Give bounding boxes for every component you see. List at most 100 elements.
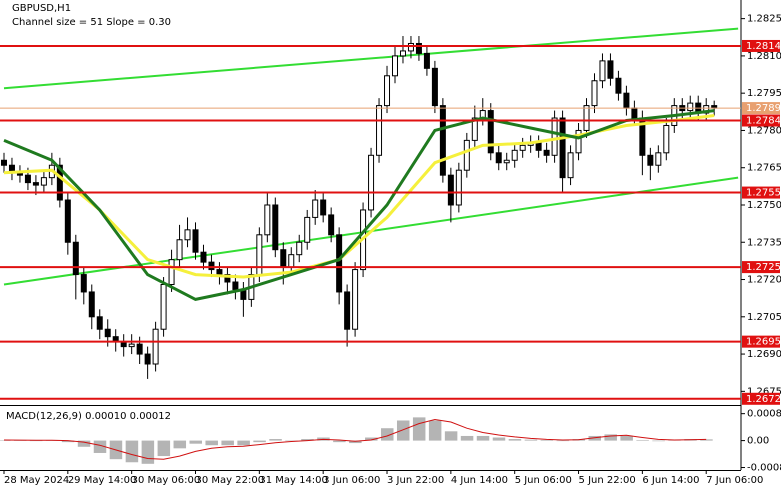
candle-body <box>543 149 550 156</box>
candle-body <box>144 353 151 365</box>
candle-body <box>40 177 47 186</box>
moving-average <box>3 109 715 301</box>
candle-body <box>192 229 199 253</box>
y-tick-label: 1.2735 <box>747 237 781 248</box>
candle-body <box>431 67 438 107</box>
candle-body <box>575 129 582 154</box>
candle-body <box>599 60 606 82</box>
macd-bar <box>237 440 250 446</box>
level-label-box <box>742 392 780 405</box>
x-tick-label: 29 May 14:00 <box>68 475 137 486</box>
candle-body <box>256 234 263 276</box>
candle-body <box>232 281 239 290</box>
candle-body <box>136 343 143 355</box>
candle-body <box>623 92 630 109</box>
y-tick-label: 1.2675 <box>747 386 781 397</box>
x-tick-label: 31 May 14:00 <box>259 475 328 486</box>
candle-body <box>296 241 303 256</box>
candle-body <box>535 142 542 151</box>
candle-body <box>519 144 526 151</box>
candle-body <box>368 154 375 211</box>
level-label: 1.2755 <box>746 188 781 199</box>
candle-body <box>32 182 39 186</box>
macd-bar <box>460 435 474 441</box>
candle-body <box>384 75 391 107</box>
candle-body <box>320 199 327 216</box>
macd-bar <box>269 439 282 441</box>
candle-body <box>64 199 71 243</box>
candle-body <box>487 110 494 154</box>
candle-body <box>96 316 103 330</box>
candle-body <box>663 124 670 154</box>
chart-subtitle: Channel size = 51 Slope = 0.30 <box>12 17 171 28</box>
macd-bar <box>540 439 554 441</box>
candle-body <box>407 42 414 52</box>
y-tick-label: 1.2720 <box>747 275 781 286</box>
macd-bar <box>205 440 218 446</box>
candle-body <box>583 105 590 131</box>
macd-bar <box>125 440 139 463</box>
candle-body <box>559 117 566 179</box>
candle-body <box>352 269 359 330</box>
macd-bar <box>173 440 187 449</box>
candle-body <box>288 254 295 268</box>
candle-body <box>304 216 311 243</box>
candle-body <box>655 152 662 166</box>
macd-bar <box>508 439 522 441</box>
level-label-box <box>742 335 780 348</box>
level-label: 1.2672 <box>746 394 781 405</box>
level-label-box <box>742 261 780 274</box>
macd-bar <box>636 439 649 441</box>
candle-body <box>631 107 638 119</box>
macd-bar <box>221 440 234 446</box>
macd-title: MACD(12,26,9) 0.00010 0.00012 <box>6 411 171 422</box>
candle-body <box>463 139 470 171</box>
macd-bar <box>349 440 362 444</box>
x-tick-label: 3 Jun 22:00 <box>387 475 444 486</box>
candle-body <box>455 169 462 206</box>
macd-bar <box>141 440 155 464</box>
y-tick-label: 1.2810 <box>747 51 781 62</box>
current-price-box <box>742 102 780 115</box>
candle-body <box>328 214 335 236</box>
candle-body <box>88 291 95 318</box>
candle-body <box>447 174 454 206</box>
candle-body <box>607 60 614 79</box>
level-label: 1.2725 <box>746 262 781 273</box>
candle-body <box>344 291 351 330</box>
y-tick-label: 0.00087 <box>747 409 781 420</box>
candle-body <box>208 261 215 271</box>
candle-body <box>495 152 502 164</box>
candle-body <box>0 159 7 166</box>
candle-body <box>336 234 343 293</box>
macd-bar <box>428 420 442 441</box>
macd-bar <box>285 440 298 442</box>
macd-bar <box>29 440 43 442</box>
macd-bar <box>301 439 314 441</box>
macd-bar <box>0 440 11 441</box>
candle-body <box>152 328 159 365</box>
macd-bar <box>492 437 506 441</box>
candle-body <box>615 77 622 94</box>
macd-bar <box>61 440 75 443</box>
macd-bar <box>620 435 633 441</box>
macd-bar <box>524 439 538 441</box>
candle-body <box>391 55 398 77</box>
x-tick-label: 7 Jun 06:00 <box>706 475 763 486</box>
macd-bar <box>556 440 570 442</box>
candle-body <box>567 152 574 179</box>
candle-body <box>104 328 111 338</box>
candle-body <box>184 229 191 241</box>
candle-body <box>176 239 183 261</box>
candle-body <box>591 80 598 107</box>
candle-body <box>200 251 207 263</box>
level-label: 1.2695 <box>746 337 781 348</box>
macd-bar <box>93 440 107 453</box>
y-tick-label: 1.2765 <box>747 163 781 174</box>
macd-bar <box>157 440 171 457</box>
channel-line <box>3 27 739 90</box>
candle-body <box>399 50 406 57</box>
candle-body <box>128 343 135 348</box>
